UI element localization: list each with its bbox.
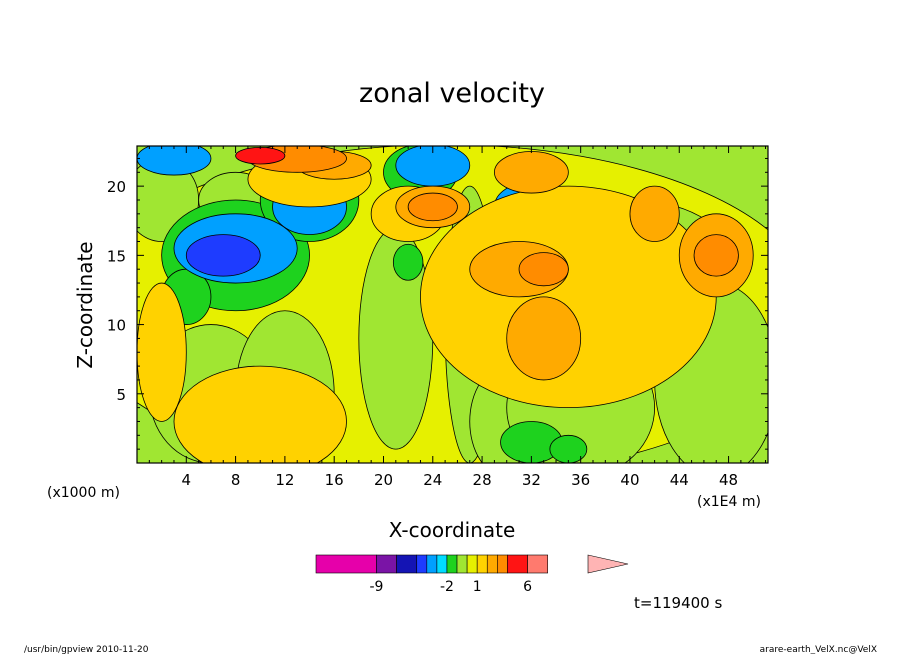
colorbar-segment (396, 554, 418, 574)
y-axis-label: Z-coordinate (73, 241, 97, 368)
time-label: t=119400 s (634, 594, 722, 612)
x-tick-label: 36 (571, 471, 590, 489)
colorbar-segment (497, 554, 508, 574)
x-tick-label: 44 (670, 471, 689, 489)
contour-region-35 (494, 151, 569, 194)
x-tick-label: 8 (231, 471, 241, 489)
x-tick-label: 4 (182, 471, 192, 489)
footer-left: /usr/bin/gpview 2010-11-20 (24, 645, 149, 654)
x-tick-label: 32 (522, 471, 541, 489)
x-axis-unit: (x1E4 m) (697, 494, 761, 510)
contour-region-29 (137, 282, 187, 422)
contour-region-23 (185, 234, 261, 277)
colorbar-segment (527, 554, 549, 574)
x-tick-label: 48 (719, 471, 738, 489)
y-tick-label: 10 (107, 317, 126, 335)
x-tick-label: 12 (275, 471, 294, 489)
colorbar-segment (486, 554, 498, 574)
x-tick-label: 40 (620, 471, 639, 489)
y-tick-label: 5 (116, 386, 126, 404)
y-tick-label: 15 (107, 247, 126, 265)
colorbar-tick-label: 6 (523, 579, 532, 595)
colorbar-extend-arrow (587, 554, 629, 574)
x-tick-label: 24 (423, 471, 442, 489)
colorbar-segment (315, 554, 377, 574)
contour-region-37 (407, 192, 458, 222)
y-tick-label: 20 (107, 178, 126, 196)
contour-region-32 (506, 296, 582, 381)
y-axis-unit: (x1000 m) (47, 485, 120, 501)
colorbar-tick-label: 1 (473, 579, 482, 595)
contour-region-33 (629, 185, 680, 242)
colorbar: -9 -2 1 6 (315, 554, 629, 595)
colorbar-segment (376, 554, 397, 574)
colorbar-tick-label: -2 (440, 579, 454, 595)
colorbar-segment (436, 554, 448, 574)
x-axis-label: X-coordinate (389, 518, 516, 542)
contour-region-17 (549, 434, 588, 463)
contour-region-28 (173, 365, 347, 463)
colorbar-segment (446, 554, 458, 574)
contour-region-39 (693, 234, 739, 277)
colorbar-segment (476, 554, 488, 574)
y-axis: 5 10 15 20 (107, 157, 768, 450)
colorbar-segment (456, 554, 468, 574)
chart-title: zonal velocity (359, 78, 545, 109)
footer-right: arare-earth_VelX.nc@VelX (760, 645, 877, 654)
contour-region-15 (392, 243, 424, 281)
plot-area (137, 146, 768, 463)
colorbar-tick-label: -9 (369, 579, 383, 595)
contour-region-38 (518, 252, 569, 287)
colorbar-segment (507, 554, 528, 574)
contour-region-41 (235, 146, 286, 165)
colorbar-segment (466, 554, 478, 574)
colorbar-segment (426, 554, 438, 574)
x-tick-label: 28 (473, 471, 492, 489)
x-tick-label: 16 (325, 471, 344, 489)
plot-frame (136, 145, 769, 464)
x-axis: 4 8 12 16 20 24 28 32 36 40 44 48 (148, 146, 767, 489)
contour-region-22 (137, 146, 212, 176)
x-tick-label: 20 (374, 471, 393, 489)
colorbar-segment (416, 554, 428, 574)
